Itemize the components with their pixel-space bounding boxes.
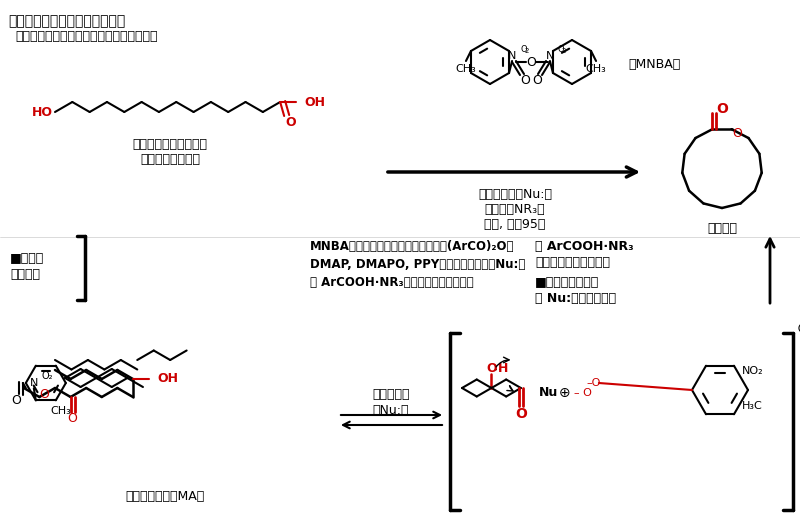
Text: – O: – O [574,388,592,398]
Text: ■反応の第二段階: ■反応の第二段階 [535,276,599,289]
Text: O: O [39,387,50,401]
Text: （エクザルトリッド［人工香料］の合成）: （エクザルトリッド［人工香料］の合成） [15,30,158,43]
Text: 求核性触媒: 求核性触媒 [372,388,410,402]
Text: O: O [68,413,78,425]
Text: O: O [486,362,497,375]
Text: –O: –O [587,378,602,388]
Text: O: O [558,45,565,54]
Text: N: N [546,51,554,61]
Text: 室温, 収率95％: 室温, 収率95％ [484,218,546,231]
Text: 混合酸無水物（MA）: 混合酸無水物（MA） [126,490,205,503]
Text: DMAP, DMAPO, PPY等の求核性触媒（Nu:）: DMAP, DMAPO, PPY等の求核性触媒（Nu:） [310,257,526,270]
Text: － ArCOOH·NR₃: － ArCOOH·NR₃ [535,239,634,253]
Text: H: H [498,362,509,375]
Text: O: O [526,56,536,68]
Text: ラクトン: ラクトン [707,222,737,235]
Text: MNBA等の芳香族カルボン酸無水物（(ArCO)₂O）: MNBA等の芳香族カルボン酸無水物（(ArCO)₂O） [310,239,514,253]
Text: 求核性触媒（Nu:）: 求核性触媒（Nu:） [478,188,552,201]
Text: ⊕: ⊕ [559,386,570,400]
Text: ⊖: ⊖ [797,320,800,335]
Text: HO: HO [32,106,53,119]
Text: 塩基性条件での椎名ラクトン化: 塩基性条件での椎名ラクトン化 [8,14,126,28]
Text: N: N [30,379,38,388]
Text: NO₂: NO₂ [742,366,764,376]
Text: ヒドロキシカルボン酸: ヒドロキシカルボン酸 [133,138,207,151]
Text: O: O [520,45,526,54]
Text: O: O [717,102,728,116]
Text: － ArCOOH·NR₃（アミンによる捕捉）: － ArCOOH·NR₃（アミンによる捕捉） [310,276,474,289]
Text: （アミンによる捕捉）: （アミンによる捕捉） [535,257,610,269]
Text: OH: OH [304,96,325,109]
Text: O: O [532,74,542,87]
Text: Nu: Nu [539,386,558,400]
Text: （Nu:）: （Nu:） [373,404,410,416]
Text: O: O [286,116,297,129]
Text: O₂: O₂ [42,371,54,381]
Text: O: O [520,74,530,87]
Text: CH₃: CH₃ [586,64,606,74]
Text: 第一段階: 第一段階 [10,268,40,281]
Text: － Nu:（触媒再生）: － Nu:（触媒再生） [535,291,616,304]
Text: O: O [515,407,527,421]
Text: CH₃: CH₃ [50,406,71,416]
Text: O: O [11,394,21,407]
Text: ［ゆっくり添加］: ［ゆっくり添加］ [140,153,200,166]
Text: O: O [733,127,742,140]
Text: 2: 2 [562,48,566,54]
Text: CH₃: CH₃ [455,64,476,74]
Text: ■反応の: ■反応の [10,251,44,265]
Text: アミン（NR₃）: アミン（NR₃） [485,203,546,216]
Text: OH: OH [157,373,178,385]
Text: 2: 2 [524,48,529,54]
Text: N: N [508,51,516,61]
Text: （MNBA）: （MNBA） [628,58,680,71]
Text: H₃C: H₃C [742,401,762,411]
